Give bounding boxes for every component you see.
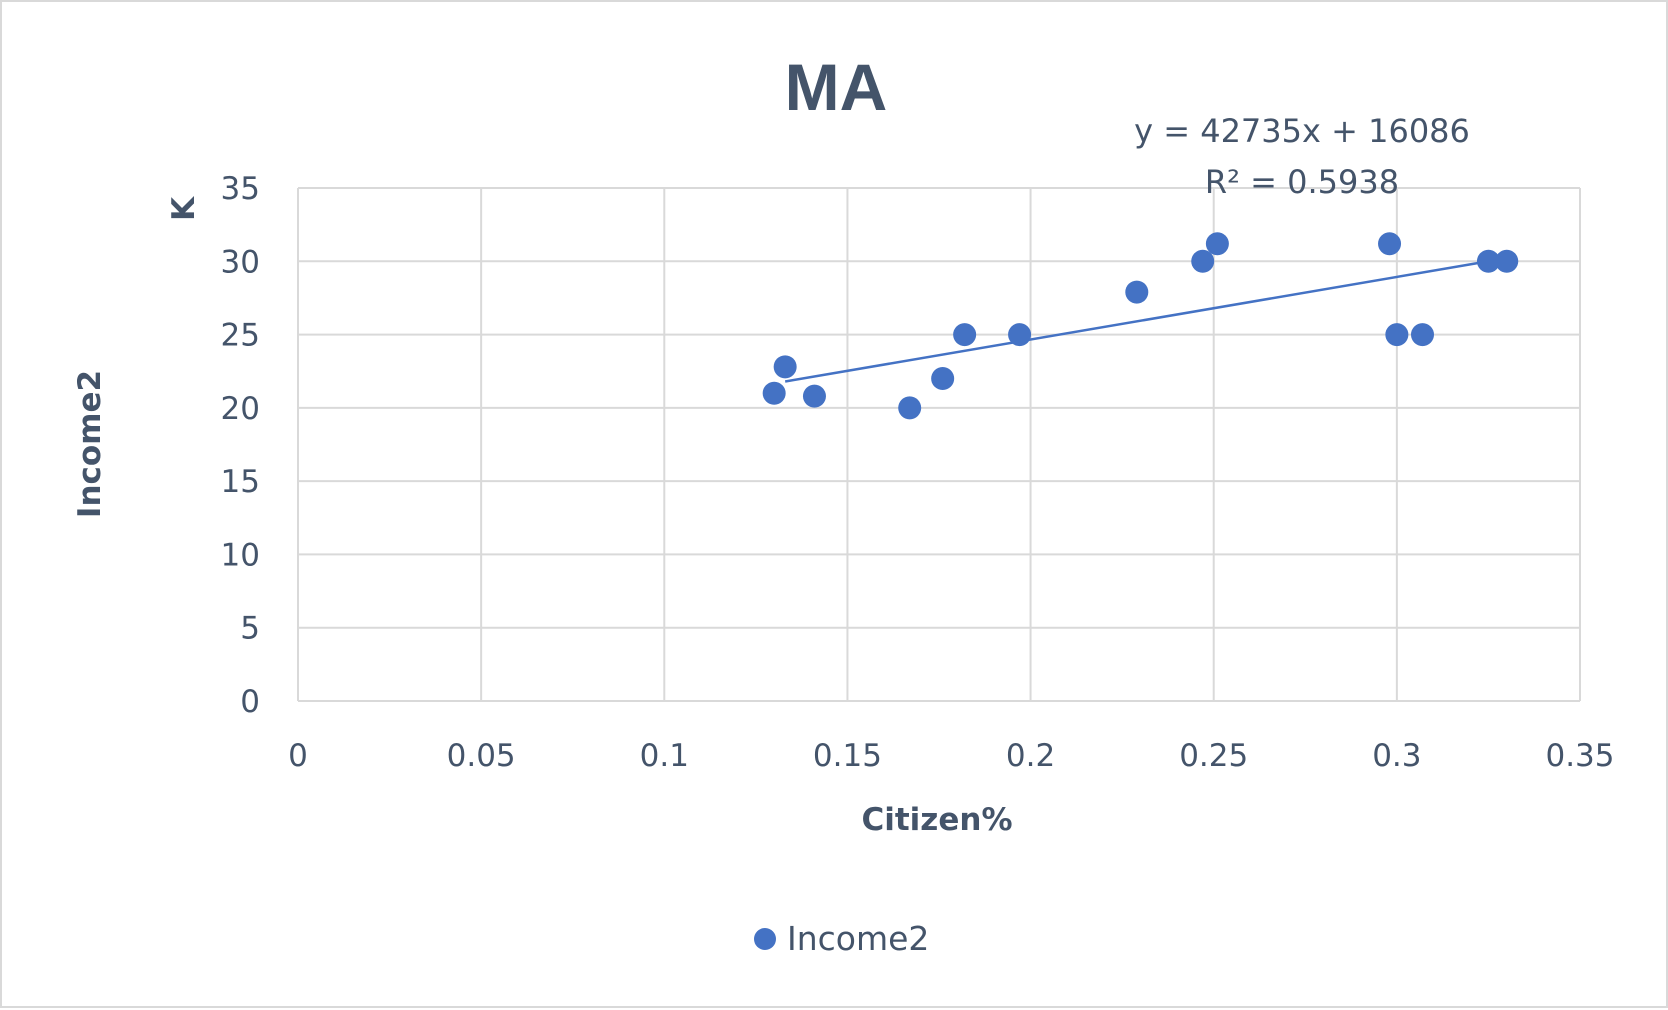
x-tick-labels: 0 0.05 0.1 0.15 0.2 0.25 0.3 0.35 — [288, 738, 1614, 774]
y-tick-label: 5 — [240, 611, 260, 647]
legend-label: Income2 — [787, 919, 929, 958]
trendline-equation: y = 42735x + 16086 — [1134, 112, 1470, 150]
y-tick-label: 15 — [221, 464, 260, 500]
data-point — [1191, 249, 1215, 273]
data-point — [1205, 232, 1229, 256]
x-tick-label: 0 — [288, 738, 308, 774]
data-point — [898, 396, 922, 420]
x-tick-label: 0.3 — [1372, 738, 1421, 774]
data-point — [1476, 249, 1500, 273]
y-tick-label: 25 — [221, 318, 260, 354]
chart-title: MA — [785, 50, 888, 124]
x-axis-title: Citizen% — [861, 802, 1012, 838]
legend-marker — [754, 928, 776, 950]
y-tick-label: 10 — [221, 537, 260, 573]
data-point — [1125, 280, 1149, 304]
legend: Income2 — [754, 919, 929, 958]
data-point — [762, 381, 786, 405]
data-point — [953, 323, 977, 347]
y-tick-label: 0 — [240, 684, 260, 720]
data-point — [773, 355, 797, 379]
y-tick-label: 30 — [221, 244, 260, 280]
data-point — [1410, 323, 1434, 347]
data-point — [1008, 323, 1032, 347]
data-point — [931, 367, 955, 391]
y-tick-label: 35 — [221, 171, 260, 207]
trendline-group — [784, 260, 1489, 383]
y-tick-labels: 0 5 10 15 20 25 30 35 — [221, 171, 260, 720]
x-tick-label: 0.25 — [1179, 738, 1248, 774]
y-axis-unit-label: K — [166, 196, 202, 221]
x-tick-label: 0.35 — [1545, 738, 1614, 774]
data-point — [1378, 232, 1402, 256]
data-points — [762, 232, 1519, 420]
gridlines — [297, 187, 1581, 702]
y-tick-label: 20 — [221, 391, 260, 427]
data-point — [1495, 249, 1519, 273]
y-axis-title: Income2 — [72, 370, 108, 518]
data-point — [1385, 323, 1409, 347]
data-point — [802, 384, 826, 408]
trendline-r-squared: R² = 0.5938 — [1205, 163, 1399, 201]
trendline — [784, 260, 1489, 383]
x-tick-label: 0.05 — [447, 738, 516, 774]
x-tick-label: 0.15 — [813, 738, 882, 774]
x-tick-label: 0.2 — [1006, 738, 1055, 774]
x-tick-label: 0.1 — [640, 738, 689, 774]
